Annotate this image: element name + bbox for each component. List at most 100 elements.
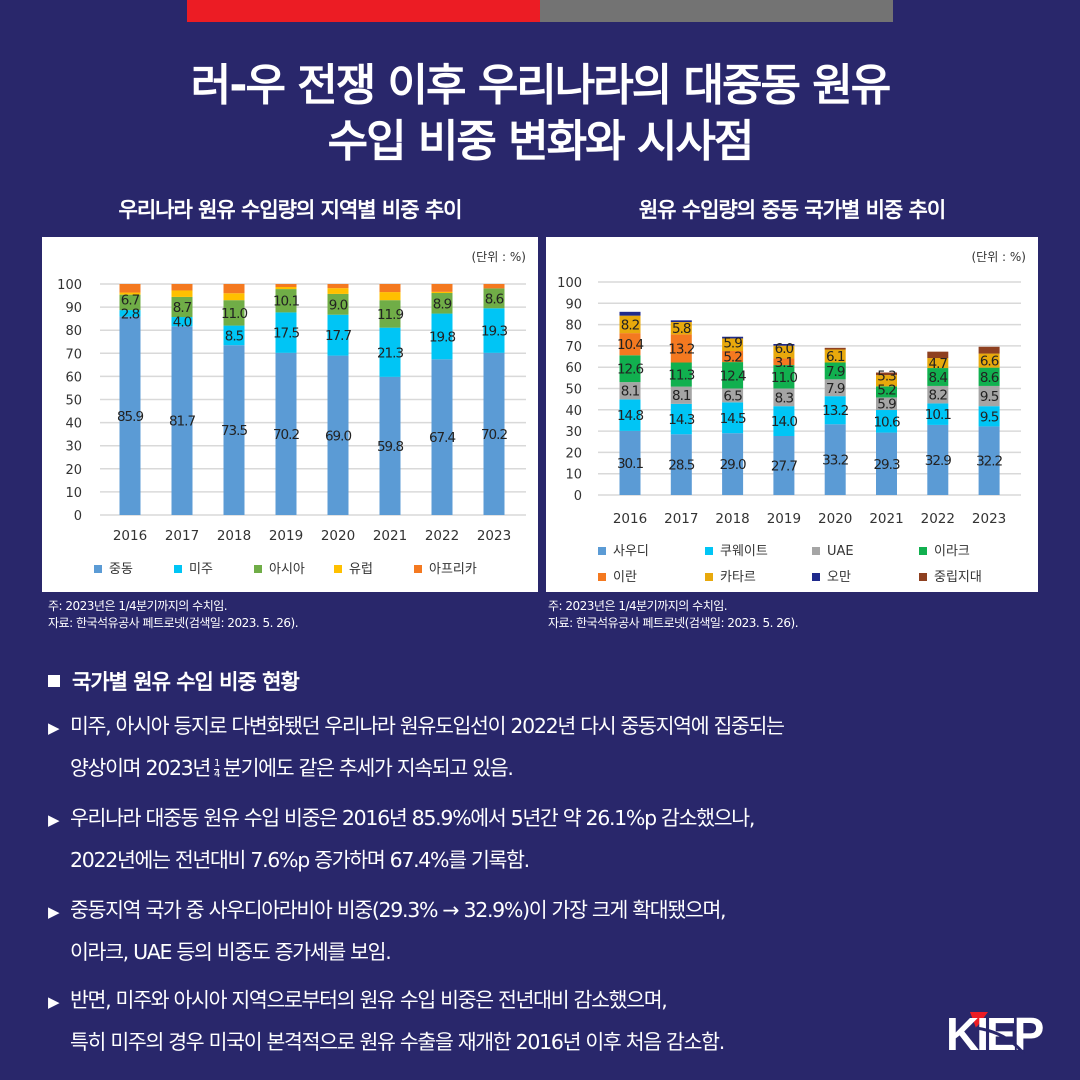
- bar-segment-아프리카: [431, 284, 453, 292]
- bar-segment-카타르: [670, 322, 692, 335]
- bar-segment-쿠웨이트: [978, 406, 1000, 427]
- left-chart-title: 우리나라 원유 수입량의 지역별 비중 추이: [118, 198, 463, 222]
- left-chart: (단위 : %) 0 10 20 30 40 50 60 70 80 90 100 85.9 2.86.7…: [57, 250, 526, 577]
- bar-segment-카타르: [978, 353, 1000, 368]
- bar-segment-유럽: [275, 287, 297, 290]
- triangle-bullet-icon: ▶: [48, 903, 60, 921]
- source-line: 자료: 한국석유공사 페트로넷(검색일: 2023. 5. 26).: [48, 616, 299, 630]
- y-tick-label: 100: [57, 278, 82, 293]
- y-tick-label: 80: [565, 319, 582, 334]
- legend-label: 아프리카: [429, 562, 477, 577]
- bullet-line: 중동지역 국가 중 사우디아라비아 비중(29.3% → 32.9%)이 가장 …: [70, 898, 727, 922]
- bar-segment-오만: [722, 336, 744, 339]
- bar-segment-유럽: [223, 293, 245, 301]
- page-title: 러-우 전쟁 이후 우리나라의 대중동 원유 수입 비중 변화와 시사점: [0, 58, 1080, 170]
- title-line-1: 러-우 전쟁 이후 우리나라의 대중동 원유: [190, 60, 892, 111]
- data-label: 8.2: [621, 317, 640, 333]
- bar-segment-카타르: [876, 375, 897, 387]
- bar-segment-카타르: [773, 345, 795, 359]
- legend-swatch: [812, 547, 820, 555]
- title-line-2: 수입 비중 변화와 시사점: [327, 116, 755, 167]
- bullet-item: ▶ 우리나라 대중동 원유 수입 비중은 2016년 85.9%에서 5년간 약 …: [48, 798, 1048, 880]
- bar-segment-중립지대: [876, 372, 897, 376]
- source-line: 자료: 한국석유공사 페트로넷(검색일: 2023. 5. 26).: [548, 616, 799, 630]
- bar-segment-이라크: [927, 368, 949, 386]
- data-label: 5.9: [723, 336, 742, 352]
- top-accent-bar-red: [187, 0, 540, 22]
- bar-segment-미주: [119, 310, 141, 317]
- bar-segment-유럽: [327, 288, 349, 294]
- bar-segment-UAE: [670, 386, 692, 404]
- data-label: 9.0: [329, 297, 348, 313]
- bar-segment-이란: [670, 334, 692, 363]
- bar-segment-아시아: [379, 300, 401, 328]
- note-line: 주: 2023년은 1/4분기까지의 수치임.: [548, 599, 728, 613]
- x-tick-label: 2017: [664, 511, 698, 527]
- bar-segment-유럽: [431, 291, 453, 294]
- data-label: 81.7: [169, 414, 195, 430]
- bar-segment-쿠웨이트: [670, 403, 692, 435]
- data-label: 10.1: [273, 294, 299, 310]
- legend-swatch: [598, 573, 606, 581]
- bar-segment-중동: [327, 355, 349, 515]
- data-label: 11.3: [668, 368, 694, 384]
- section-heading: 국가별 원유 수입 비중 현황: [48, 666, 300, 696]
- bar-segment-중동: [431, 359, 453, 515]
- bar-segment-중동: [223, 345, 245, 515]
- left-chart-notes: 주: 2023년은 1/4분기까지의 수치임. 자료: 한국석유공사 페트로넷(…: [48, 598, 299, 632]
- bar-segment-오만: [619, 311, 641, 316]
- data-label: 11.0: [221, 306, 247, 322]
- y-tick-label: 30: [565, 425, 582, 440]
- right-chart-title: 원유 수입량의 중동 국가별 비중 추이: [638, 198, 946, 222]
- y-tick-label: 50: [65, 394, 82, 409]
- data-label: 33.2: [822, 453, 848, 469]
- x-tick-label: 2022: [921, 511, 955, 527]
- y-tick-label: 90: [65, 301, 82, 316]
- data-label: 8.4: [929, 370, 948, 386]
- bar-segment-미주: [483, 308, 505, 353]
- bar-segment-UAE: [773, 388, 795, 407]
- bar-segment-UAE: [824, 379, 846, 397]
- bar-segment-이라크: [619, 355, 641, 383]
- data-label: 14.8: [617, 408, 643, 424]
- y-tick-label: 60: [65, 370, 82, 385]
- bullet-line: 이라크, UAE 등의 비중도 증가세를 보임.: [70, 940, 392, 964]
- data-label: 30.1: [617, 456, 643, 472]
- bar-segment-아시아: [275, 289, 297, 313]
- bar-segment-사우디: [619, 430, 641, 495]
- x-tick-label: 2020: [321, 528, 355, 544]
- bar-segment-중립지대: [927, 351, 949, 359]
- section-heading-text: 국가별 원유 수입 비중 현황: [72, 670, 300, 694]
- data-label: 28.5: [668, 458, 694, 474]
- data-label: 4.0: [173, 315, 192, 331]
- data-label: 8.6: [485, 291, 504, 307]
- data-label: 73.5: [221, 423, 247, 439]
- legend-swatch: [919, 573, 927, 581]
- bullet-item: ▶ 미주, 아시아 등지로 다변화됐던 우리나라 원유도입선이 2022년 다시 …: [48, 706, 1048, 788]
- data-label: 6.5: [723, 388, 742, 404]
- data-label: 2.8: [121, 306, 140, 322]
- bar-segment-미주: [171, 317, 193, 327]
- bar-segment-쿠웨이트: [824, 396, 846, 425]
- bar-segment-미주: [223, 325, 245, 346]
- legend-label: 아시아: [269, 562, 305, 577]
- data-label: 29.0: [720, 457, 746, 473]
- data-label: 12.6: [617, 362, 643, 378]
- bar-segment-사우디: [927, 424, 949, 495]
- legend-label: 이란: [613, 570, 637, 585]
- triangle-bullet-icon: ▶: [48, 719, 60, 737]
- data-label: 14.0: [771, 414, 797, 430]
- y-tick-label: 20: [65, 463, 82, 478]
- data-label: 10.4: [617, 337, 643, 353]
- legend-label: 사우디: [613, 544, 649, 559]
- data-label: 11.9: [377, 307, 403, 323]
- data-label: 7.9: [826, 381, 845, 397]
- legend-label: 중동: [109, 562, 133, 577]
- bar-segment-중동: [379, 376, 401, 515]
- data-label: 6.6: [980, 354, 999, 370]
- data-label: 13.2: [668, 341, 694, 357]
- bar-segment-카타르: [927, 358, 949, 369]
- bullet-line: 특히 미주의 경우 미국이 본격적으로 원유 수출을 재개한 2016년 이후 …: [70, 1030, 725, 1054]
- data-label: 4.7: [929, 356, 948, 372]
- data-label: 19.8: [429, 329, 455, 345]
